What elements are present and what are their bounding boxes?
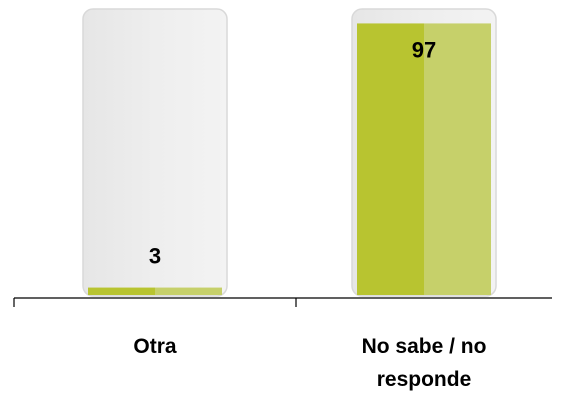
x-tick-label: Otra (55, 330, 255, 363)
bar (88, 287, 222, 295)
x-axis (13, 297, 552, 307)
bar-track (82, 8, 228, 297)
bar (357, 23, 491, 296)
x-tick-label: No sabe / no responde (324, 330, 524, 396)
x-tick-label-line: responde (376, 368, 472, 391)
data-label: 97 (412, 37, 436, 62)
x-tick-label-line: No sabe / no (361, 335, 487, 358)
data-label: 3 (149, 244, 161, 269)
x-tick-label-line: Otra (133, 335, 177, 358)
